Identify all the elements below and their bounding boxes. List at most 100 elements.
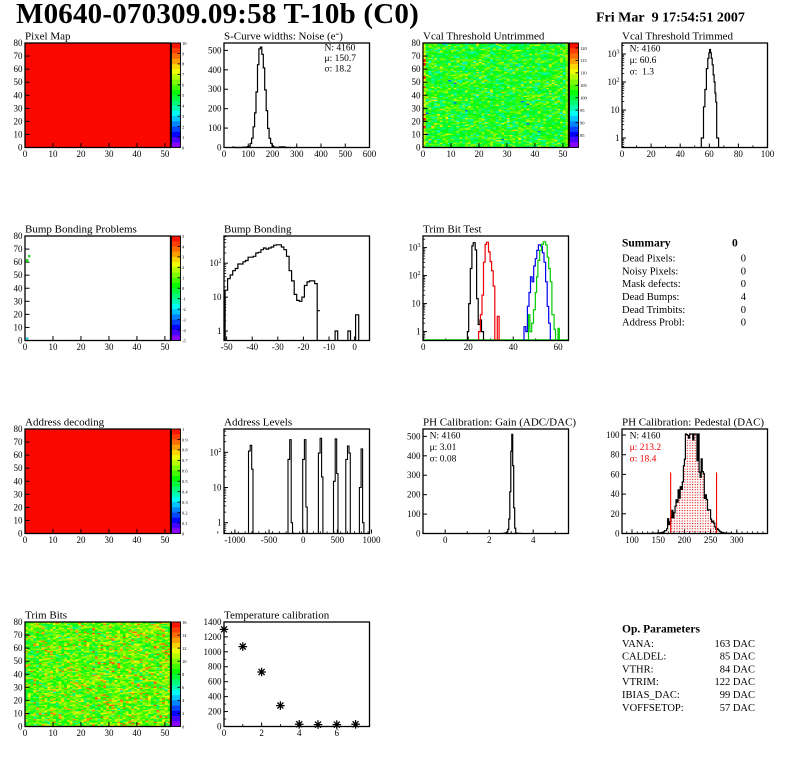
svg-text:3: 3 <box>182 114 185 119</box>
svg-text:Bump Bonding: Bump Bonding <box>224 224 292 236</box>
svg-text:0: 0 <box>23 149 28 159</box>
svg-text:0: 0 <box>741 266 746 277</box>
svg-text:80: 80 <box>14 424 24 434</box>
svg-text:1: 1 <box>182 135 184 140</box>
svg-text:-500: -500 <box>261 535 278 545</box>
svg-text:M0640-070309.09:58 T-10b (C0): M0640-070309.09:58 T-10b (C0) <box>16 0 419 30</box>
svg-text:μ: 60.6: μ: 60.6 <box>630 56 657 66</box>
svg-text:200: 200 <box>678 535 692 545</box>
svg-text:Address Probl:: Address Probl: <box>622 318 685 329</box>
svg-text:0.6: 0.6 <box>182 469 188 474</box>
svg-text:110: 110 <box>580 71 587 76</box>
svg-text:50: 50 <box>160 149 170 159</box>
svg-text:600: 600 <box>208 677 222 687</box>
svg-text:Address Levels: Address Levels <box>224 417 292 429</box>
svg-text:40: 40 <box>14 90 24 100</box>
svg-text:10: 10 <box>412 129 422 139</box>
svg-text:60: 60 <box>554 342 564 352</box>
svg-text:400: 400 <box>407 451 421 461</box>
svg-text:Fri Mar 9 17:54:51 2007: Fri Mar 9 17:54:51 2007 <box>596 11 745 26</box>
svg-text:Bump Bonding Problems: Bump Bonding Problems <box>25 224 137 236</box>
svg-text:5: 5 <box>182 93 185 98</box>
svg-text:Vcal Threshold Untrimmed: Vcal Threshold Untrimmed <box>423 31 545 43</box>
svg-text:0: 0 <box>443 535 448 545</box>
svg-text:μ: 150.7: μ: 150.7 <box>325 54 357 64</box>
svg-text:500: 500 <box>407 431 421 441</box>
svg-text:50: 50 <box>160 535 170 545</box>
svg-text:40: 40 <box>132 342 142 352</box>
svg-text:Temperature calibration: Temperature calibration <box>224 610 330 622</box>
svg-text:0: 0 <box>182 531 185 536</box>
svg-text:0.2: 0.2 <box>182 510 188 515</box>
svg-text:10: 10 <box>14 129 24 139</box>
svg-text:300: 300 <box>208 84 222 94</box>
svg-text:-4: -4 <box>182 328 186 333</box>
svg-text:0: 0 <box>18 336 23 346</box>
svg-text:10: 10 <box>213 483 223 493</box>
svg-text:200: 200 <box>266 149 280 159</box>
svg-text:-50: -50 <box>221 342 233 352</box>
svg-text:10: 10 <box>14 515 24 525</box>
svg-text:20: 20 <box>76 535 86 545</box>
svg-text:10: 10 <box>48 535 58 545</box>
svg-text:40: 40 <box>132 535 142 545</box>
svg-text:Trim Bits: Trim Bits <box>25 610 67 622</box>
svg-text:-3: -3 <box>182 317 186 322</box>
svg-text:400: 400 <box>208 692 222 702</box>
svg-text:μ: 213.2: μ: 213.2 <box>630 443 662 453</box>
svg-text:0.8: 0.8 <box>182 448 188 453</box>
svg-text:16: 16 <box>182 620 187 625</box>
svg-text:0: 0 <box>732 238 738 250</box>
svg-text:VTRIM:: VTRIM: <box>622 677 659 688</box>
svg-text:60: 60 <box>14 64 24 74</box>
svg-text:N: 4160: N: 4160 <box>630 432 661 442</box>
svg-text:9: 9 <box>182 51 185 56</box>
svg-text:85: 85 <box>580 133 585 138</box>
svg-text:57 DAC: 57 DAC <box>720 703 755 714</box>
svg-text:0: 0 <box>421 149 426 159</box>
svg-text:2: 2 <box>259 728 264 738</box>
svg-text:30: 30 <box>104 149 114 159</box>
svg-text:120: 120 <box>580 46 588 51</box>
svg-text:PH Calibration: Gain (ADC/DAC): PH Calibration: Gain (ADC/DAC) <box>423 417 576 429</box>
svg-text:σ: 0.08: σ: 0.08 <box>430 455 457 465</box>
svg-text:20: 20 <box>76 149 86 159</box>
svg-text:10: 10 <box>48 342 58 352</box>
svg-text:40: 40 <box>14 476 24 486</box>
svg-text:40: 40 <box>530 149 540 159</box>
svg-text:70: 70 <box>14 51 24 61</box>
svg-text:20: 20 <box>76 728 86 738</box>
svg-text:0.5: 0.5 <box>182 479 188 484</box>
svg-text:Dead Bumps:: Dead Bumps: <box>622 292 680 303</box>
svg-text:102: 102 <box>409 271 421 281</box>
svg-text:0: 0 <box>741 305 746 316</box>
svg-text:4: 4 <box>297 728 302 738</box>
svg-text:Noisy Pixels:: Noisy Pixels: <box>622 266 678 277</box>
svg-text:2: 2 <box>487 535 492 545</box>
svg-text:163 DAC: 163 DAC <box>714 639 755 650</box>
svg-text:VTHR:: VTHR: <box>622 664 654 675</box>
svg-text:85 DAC: 85 DAC <box>720 652 755 663</box>
svg-text:1: 1 <box>217 326 222 336</box>
svg-text:300: 300 <box>730 535 744 545</box>
svg-text:40: 40 <box>676 149 686 159</box>
svg-text:0: 0 <box>23 535 28 545</box>
svg-text:103: 103 <box>409 243 421 253</box>
svg-text:50: 50 <box>160 728 170 738</box>
svg-text:600: 600 <box>363 149 377 159</box>
svg-text:1: 1 <box>182 427 184 432</box>
svg-text:115: 115 <box>580 58 587 63</box>
svg-text:8: 8 <box>182 672 185 677</box>
svg-text:40: 40 <box>14 669 24 679</box>
svg-text:30: 30 <box>14 489 24 499</box>
svg-text:200: 200 <box>208 707 222 717</box>
svg-text:40: 40 <box>14 283 24 293</box>
svg-text:200: 200 <box>407 490 421 500</box>
svg-text:400: 400 <box>208 65 222 75</box>
svg-text:100: 100 <box>761 149 775 159</box>
svg-text:250: 250 <box>704 535 718 545</box>
svg-text:0: 0 <box>741 253 746 264</box>
svg-text:60: 60 <box>14 643 24 653</box>
svg-text:Op. Parameters: Op. Parameters <box>622 624 700 636</box>
svg-text:-30: -30 <box>272 342 284 352</box>
